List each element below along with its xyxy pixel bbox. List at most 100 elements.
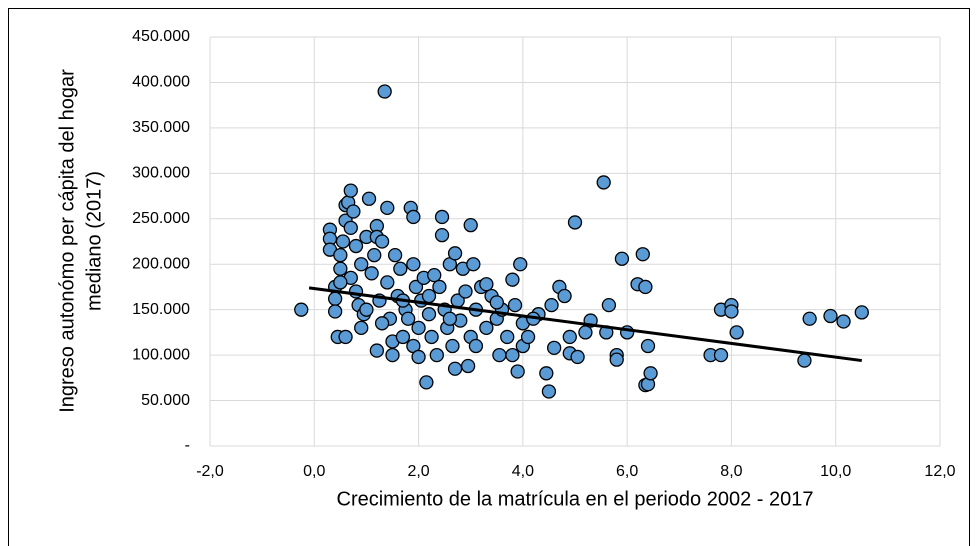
y-tick-label: 300.000 [132,165,190,182]
point [434,209,450,225]
y-tick-label: 250.000 [132,210,190,227]
point [327,291,343,306]
point [434,227,450,243]
point [385,347,400,363]
point [836,314,851,329]
x-tick-label: 10,0 [820,463,851,480]
point [406,257,421,272]
y-tick-label: 400.000 [132,74,190,91]
point [802,311,817,326]
point [348,238,364,254]
point [335,234,351,249]
point [411,349,426,365]
y-axis-label: mediano (2017) [83,171,105,311]
point [541,384,557,399]
point [421,307,437,322]
point [643,366,658,381]
point [421,288,437,304]
point [380,275,395,290]
point [333,261,348,276]
point [387,247,403,263]
point [466,257,481,272]
point [343,220,358,236]
y-tick-label: 200.000 [132,255,190,272]
point [380,200,395,216]
y-axis-label: Ingreso autonómo per cápita del hogar [56,69,78,413]
point [468,338,484,354]
point [854,305,869,320]
trendline [308,286,862,363]
point [823,308,838,324]
point [479,320,494,335]
point [447,361,463,376]
point [432,279,447,295]
point [333,247,348,263]
chart-border [8,8,970,546]
point [393,261,408,276]
x-tick-label: 4,0 [512,463,534,480]
y-tick-label: 50.000 [141,392,190,409]
point [406,209,421,225]
point [505,347,520,363]
point [500,329,515,345]
point [609,352,624,367]
point [546,340,562,355]
point [460,358,476,374]
x-tick-label: -2,0 [196,463,224,480]
point [544,297,559,313]
point [374,234,390,249]
point [596,175,611,190]
point [729,325,744,340]
x-tick-label: 2,0 [407,463,429,480]
point [343,183,358,198]
point [424,329,439,345]
point [338,329,353,345]
point [447,246,463,261]
x-tick-label: 0,0 [303,463,325,480]
point [724,304,739,319]
point [458,284,473,299]
y-tick-label: 350.000 [132,119,190,136]
x-axis-label: Crecimiento de la matrícula en el period… [337,488,814,510]
point [400,311,416,326]
point [614,251,630,266]
point [374,316,390,331]
point [567,215,583,230]
point [492,347,507,363]
point [429,347,444,363]
point [479,277,494,292]
point [638,279,653,295]
point [354,320,369,335]
point [367,247,382,263]
point [510,364,525,379]
point [513,257,528,272]
point [489,295,504,310]
point [354,257,369,272]
point [361,191,377,206]
point [578,325,593,340]
point [797,353,812,368]
point [364,266,379,281]
y-tick-label: 150.000 [132,301,190,318]
point [570,349,585,365]
point [333,275,348,290]
point [463,217,478,233]
point [369,343,385,358]
y-tick-label: 100.000 [132,346,190,363]
point [294,302,309,317]
point [408,279,424,295]
y-tick-label: 450.000 [132,28,190,45]
point [377,84,392,99]
point [640,338,656,354]
point [427,267,442,283]
point [411,320,426,335]
point [505,272,520,287]
point [539,366,554,381]
point [520,329,536,345]
point [445,338,460,354]
point [419,375,434,390]
point [562,329,577,345]
point [557,288,572,304]
